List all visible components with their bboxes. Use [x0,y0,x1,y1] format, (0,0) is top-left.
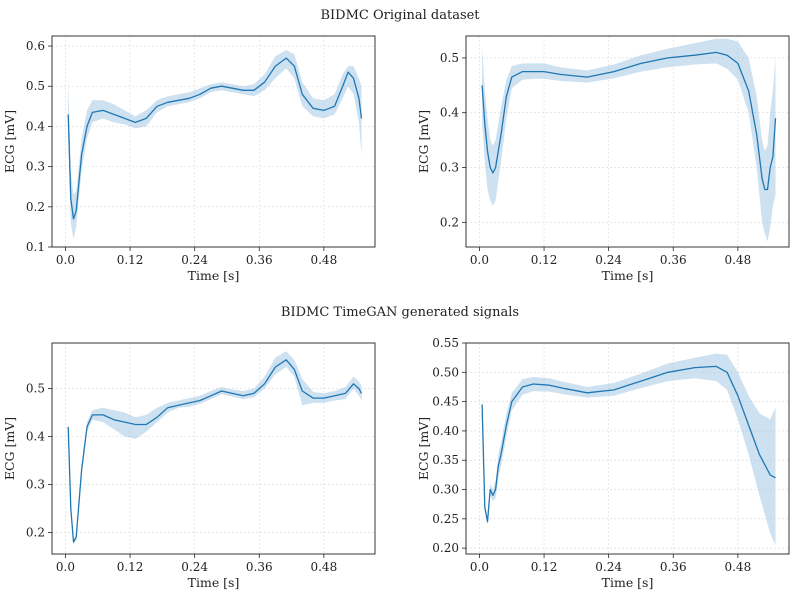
y-tick-label: 0.50 [432,365,459,379]
x-tick-label: 0.36 [660,560,687,574]
y-tick-label: 0.3 [26,477,45,491]
confidence-band [482,38,776,242]
y-tick-label: 0.1 [26,240,45,254]
y-tick-label: 0.4 [26,119,45,133]
x-tick-label: 0.0 [470,560,489,574]
confidence-band [68,351,362,545]
x-tick-label: 0.36 [246,560,273,574]
x-tick-label: 0.0 [56,560,75,574]
y-tick-label: 0.35 [432,453,459,467]
y-tick-label: 0.5 [440,51,459,65]
x-tick-label: 0.0 [470,253,489,267]
plot-frame [465,342,790,555]
y-tick-label: 0.6 [26,39,45,53]
chart-panel-original-right: 0.0 0.12 0.24 0.36 0.48 0.2 0.3 0.4 0.5 Time [s] E… [416,35,790,283]
y-axis-label: ECG [mV] [2,417,17,480]
x-tick-label: 0.12 [117,560,144,574]
mean-line [481,51,777,191]
x-tick-label: 0.48 [724,560,751,574]
x-tick-label: 0.24 [181,253,208,267]
x-tick-label: 0.12 [531,560,558,574]
y-tick-label: 0.30 [432,483,459,497]
x-tick-label: 0.24 [595,560,622,574]
chart-panel-generated-right: 0.0 0.12 0.24 0.36 0.48 0.20 0.25 0.30 0.35 0.40 0… [416,336,790,590]
y-tick-label: 0.2 [440,215,459,229]
y-tick-label: 0.55 [432,336,459,350]
bottom-section-title: BIDMC TimeGAN generated signals [280,305,520,320]
chart-panel-original-left: 0.0 0.12 0.24 0.36 0.48 0.1 0.2 0.3 0.4 0.5 0.6 Tim… [2,35,376,283]
x-axis-label: Time [s] [602,268,654,283]
y-axis-label: ECG [mV] [416,110,431,173]
x-tick-label: 0.24 [181,560,208,574]
x-axis-label: Time [s] [602,575,654,590]
y-tick-label: 0.2 [26,525,45,539]
x-tick-label: 0.48 [310,253,337,267]
x-axis-label: Time [s] [188,575,240,590]
x-tick-label: 0.12 [531,253,558,267]
y-tick-label: 0.4 [26,430,45,444]
x-tick-label: 0.0 [56,253,75,267]
x-axis-label: Time [s] [188,268,240,283]
plot-frame [51,35,376,248]
plot-frame [51,342,376,555]
y-tick-label: 0.2 [26,200,45,214]
top-section-title: BIDMC Original dataset [320,8,480,23]
mean-line [67,57,363,220]
x-tick-label: 0.36 [246,253,273,267]
x-tick-label: 0.24 [595,253,622,267]
plot-frame [465,35,790,248]
y-tick-label: 0.20 [432,541,459,555]
chart-panel-generated-left: 0.0 0.12 0.24 0.36 0.48 0.2 0.3 0.4 0.5 Time [s] E… [2,342,376,590]
y-axis-label: ECG [mV] [416,417,431,480]
y-axis-label: ECG [mV] [2,110,17,173]
x-tick-label: 0.36 [660,253,687,267]
y-tick-label: 0.3 [26,160,45,174]
y-tick-label: 0.25 [432,512,459,526]
mean-line [481,365,776,523]
y-tick-label: 0.4 [440,106,459,120]
y-tick-label: 0.5 [26,79,45,93]
y-tick-label: 0.40 [432,424,459,438]
confidence-band [68,50,362,239]
mean-line [67,359,363,543]
y-tick-label: 0.3 [440,161,459,175]
y-tick-label: 0.45 [432,395,459,409]
x-tick-label: 0.48 [724,253,751,267]
x-tick-label: 0.12 [117,253,144,267]
y-tick-label: 0.5 [26,382,45,396]
x-tick-label: 0.48 [310,560,337,574]
